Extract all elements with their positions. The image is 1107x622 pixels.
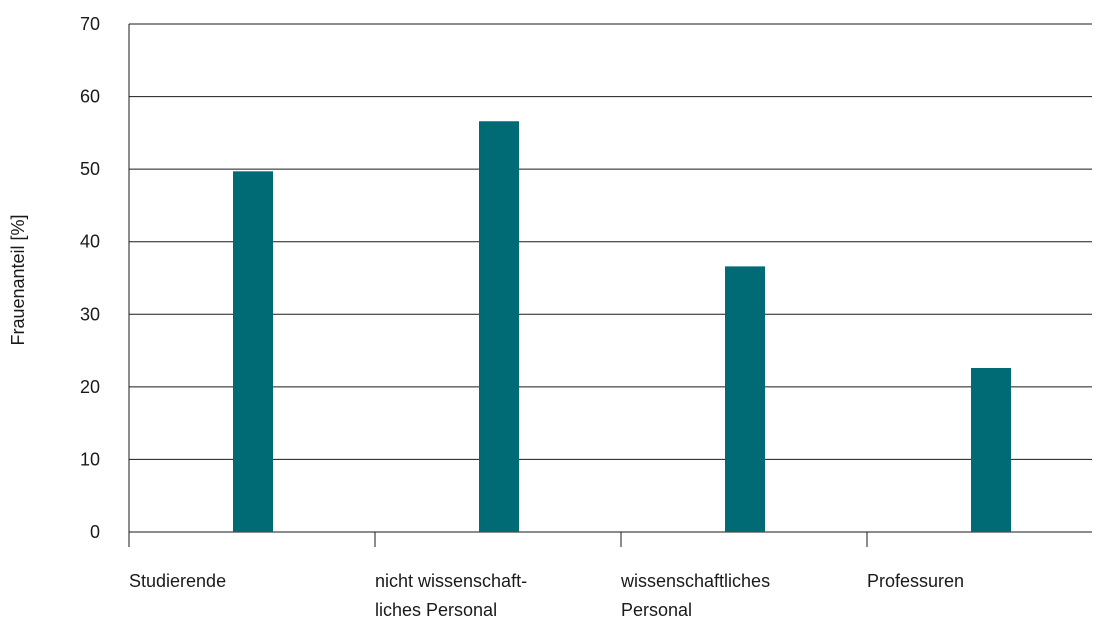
x-tick-label: Professuren — [867, 571, 964, 591]
y-tick-label: 10 — [80, 449, 100, 469]
x-tick-label: nicht wissenschaft-liches Personal — [375, 571, 527, 620]
y-tick-label: 70 — [80, 14, 100, 34]
x-tick-label: wissenschaftliches Personal — [620, 571, 770, 620]
bar — [233, 171, 273, 532]
x-tick-label: Studierende — [129, 571, 226, 591]
y-tick-label: 0 — [90, 522, 100, 542]
y-tick-label: 40 — [80, 232, 100, 252]
y-axis-title: Frauenanteil [%] — [8, 214, 28, 345]
bars — [233, 121, 1011, 532]
y-tick-label: 20 — [80, 377, 100, 397]
x-axis — [128, 532, 868, 547]
x-axis-labels: Studierende nicht wissenschaft-liches Per… — [129, 571, 964, 620]
y-tick-label: 60 — [80, 87, 100, 107]
y-tick-label: 30 — [80, 304, 100, 324]
y-axis-ticks: 0 10 20 30 40 50 60 70 — [80, 14, 100, 542]
bar — [479, 121, 519, 532]
bar — [725, 266, 765, 532]
bar — [971, 367, 1011, 532]
y-tick-label: 50 — [80, 159, 100, 179]
gridlines — [128, 23, 1092, 533]
